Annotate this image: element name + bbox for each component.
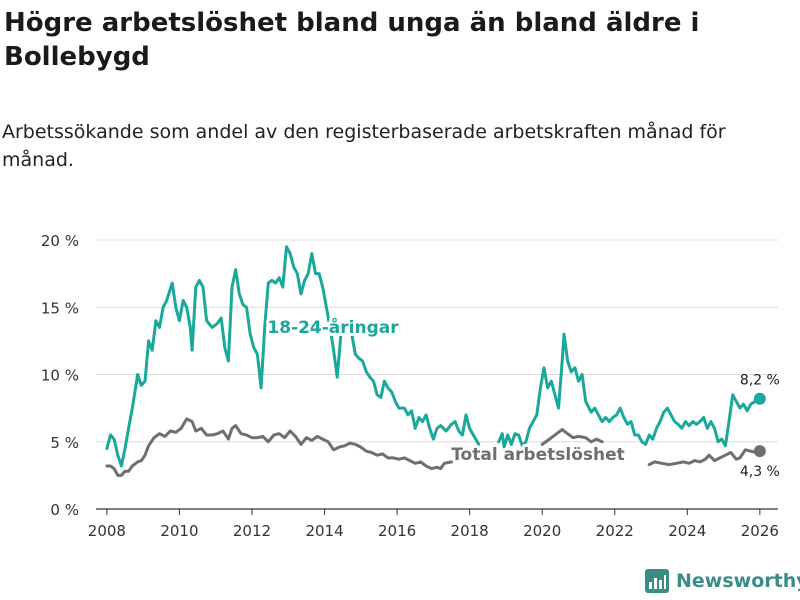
series-line-total (105, 417, 453, 477)
newsworthy-logo-icon (645, 569, 669, 593)
x-axis: 2008 2010 2012 2014 2016 2018 2020 2022 2024 2026 (88, 508, 779, 540)
series-label-youth: 18-24-åringar (267, 316, 399, 338)
y-tick-label: 15 % (41, 299, 79, 317)
x-tick-label: 2026 (741, 522, 779, 540)
newsworthy-logo: Newsworthy (644, 568, 800, 594)
series-line-total (647, 448, 762, 467)
series-label-total-halo: Total arbetslöshet (451, 445, 625, 465)
series-lines (105, 245, 766, 477)
chart-subtitle: Arbetssökande som andel av den registerb… (2, 121, 726, 171)
series-label-total: Total arbetslöshet (451, 445, 625, 465)
series-line-youth (105, 245, 481, 468)
series-end-point-youth (753, 392, 766, 405)
series-end-point-total (753, 445, 766, 458)
end-value-label-youth: 8,2 % (740, 373, 780, 389)
series-label-youth-halo: 18-24-åringar (267, 316, 399, 338)
x-tick-label: 2016 (378, 522, 416, 540)
x-tick-label: 2022 (596, 522, 634, 540)
y-tick-label: 0 % (50, 501, 79, 519)
grid-lines (96, 239, 778, 443)
y-tick-label: 10 % (41, 367, 79, 385)
y-tick-label: 5 % (50, 434, 79, 452)
x-tick-label: 2014 (305, 522, 343, 540)
y-tick-label: 20 % (41, 232, 79, 250)
end-value-label-total: 4,3 % (740, 464, 780, 480)
series-line-total (540, 428, 604, 446)
x-tick-label: 2008 (88, 522, 126, 540)
chart-title: Högre arbetslöshet bland unga än bland ä… (4, 8, 700, 72)
y-axis-tick-labels: 0 % 5 % 10 % 15 % 20 % (41, 232, 79, 519)
brand-name: Newsworthy (676, 570, 800, 592)
x-tick-label: 2010 (160, 522, 198, 540)
x-tick-label: 2020 (523, 522, 561, 540)
x-tick-label: 2018 (451, 522, 489, 540)
series-line-youth (497, 332, 762, 449)
annotation-labels: 8,2 %4,3 %18-24-åringar18-24-åringarTota… (264, 313, 780, 480)
x-tick-label: 2024 (668, 522, 706, 540)
x-tick-label: 2012 (233, 522, 271, 540)
